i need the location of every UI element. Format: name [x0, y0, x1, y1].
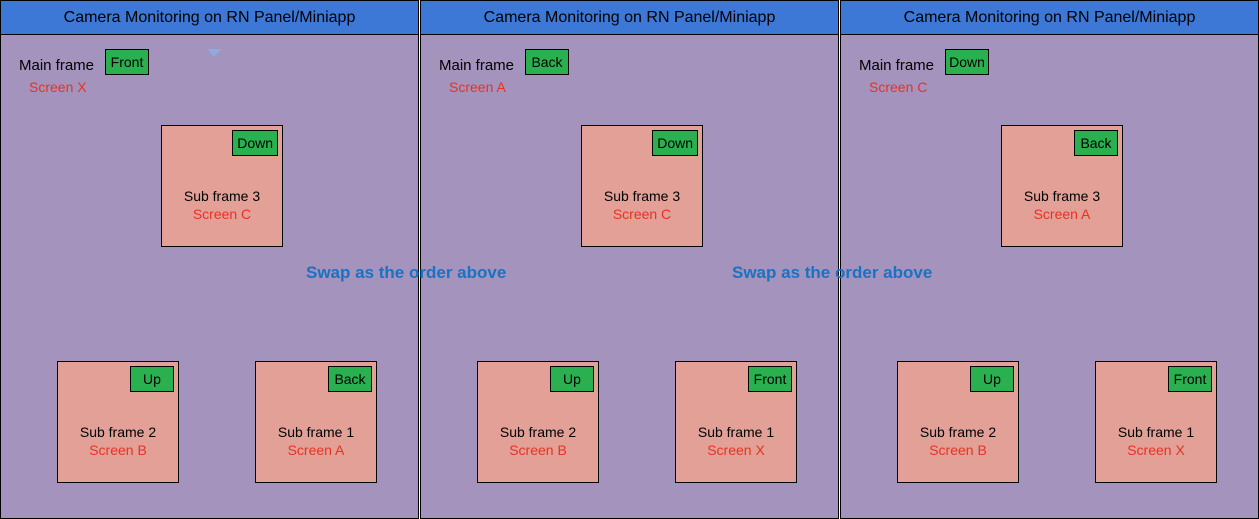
- sub-title: Sub frame 3: [162, 188, 282, 204]
- panel-header: Camera Monitoring on RN Panel/Miniapp: [421, 1, 838, 35]
- panel-header-text: Camera Monitoring on RN Panel/Miniapp: [904, 9, 1196, 27]
- sub-screen: Screen B: [898, 442, 1018, 458]
- mainframe-label: Main frame: [19, 57, 94, 74]
- main-badge: Front: [105, 49, 149, 75]
- main-badge-text: Back: [531, 54, 562, 70]
- sub-title: Sub frame 3: [582, 188, 702, 204]
- sub-screen: Screen X: [676, 442, 796, 458]
- subframe-2: Up Sub frame 2 Screen B: [57, 361, 179, 483]
- sub-title: Sub frame 3: [1002, 188, 1122, 204]
- sub-title: Sub frame 1: [1096, 424, 1216, 440]
- sub-badge-text: Front: [754, 371, 787, 387]
- sub-badge-text: Up: [143, 371, 161, 387]
- panel-1: Camera Monitoring on RN Panel/Miniapp Ma…: [420, 0, 839, 519]
- main-badge: Down: [945, 49, 989, 75]
- subframe-1: Front Sub frame 1 Screen X: [1095, 361, 1217, 483]
- sub-screen: Screen C: [162, 206, 282, 222]
- sub-badge: Up: [970, 366, 1014, 392]
- sub-badge: Front: [1168, 366, 1212, 392]
- sub-badge-text: Down: [237, 135, 273, 151]
- sub-badge: Front: [748, 366, 792, 392]
- mainframe-screen: Screen A: [449, 79, 506, 95]
- sub-screen: Screen C: [582, 206, 702, 222]
- subframe-2: Up Sub frame 2 Screen B: [477, 361, 599, 483]
- sub-badge-text: Down: [657, 135, 693, 151]
- panel-header-text: Camera Monitoring on RN Panel/Miniapp: [484, 9, 776, 27]
- mainframe-label: Main frame: [859, 57, 934, 74]
- diagram-stage: Camera Monitoring on RN Panel/Miniapp Ma…: [0, 0, 1259, 519]
- sub-title: Sub frame 2: [898, 424, 1018, 440]
- subframe-3: Back Sub frame 3 Screen A: [1001, 125, 1123, 247]
- sub-screen: Screen A: [256, 442, 376, 458]
- subframe-2: Up Sub frame 2 Screen B: [897, 361, 1019, 483]
- sub-badge: Up: [550, 366, 594, 392]
- sub-title: Sub frame 1: [676, 424, 796, 440]
- sub-badge: Up: [130, 366, 174, 392]
- panel-2: Camera Monitoring on RN Panel/Miniapp Ma…: [840, 0, 1259, 519]
- subframe-1: Front Sub frame 1 Screen X: [675, 361, 797, 483]
- sub-screen: Screen B: [478, 442, 598, 458]
- sub-badge-text: Up: [983, 371, 1001, 387]
- sub-title: Sub frame 1: [256, 424, 376, 440]
- panel-0: Camera Monitoring on RN Panel/Miniapp Ma…: [0, 0, 419, 519]
- panel-header-text: Camera Monitoring on RN Panel/Miniapp: [64, 9, 356, 27]
- main-badge-text: Front: [111, 54, 144, 70]
- sub-badge-text: Up: [563, 371, 581, 387]
- sub-badge-text: Front: [1174, 371, 1207, 387]
- subframe-3: Down Sub frame 3 Screen C: [161, 125, 283, 247]
- sub-screen: Screen A: [1002, 206, 1122, 222]
- subframe-1: Back Sub frame 1 Screen A: [255, 361, 377, 483]
- sub-screen: Screen B: [58, 442, 178, 458]
- mainframe-screen: Screen X: [29, 79, 87, 95]
- sub-title: Sub frame 2: [478, 424, 598, 440]
- mainframe-label: Main frame: [439, 57, 514, 74]
- sub-badge: Down: [232, 130, 278, 156]
- subframe-3: Down Sub frame 3 Screen C: [581, 125, 703, 247]
- mainframe-screen: Screen C: [869, 79, 927, 95]
- swap-label-1: Swap as the order above: [732, 263, 932, 283]
- main-badge: Back: [525, 49, 569, 75]
- panel-header: Camera Monitoring on RN Panel/Miniapp: [1, 1, 418, 35]
- dropdown-triangle-icon: [207, 49, 221, 57]
- sub-screen: Screen X: [1096, 442, 1216, 458]
- sub-badge: Back: [328, 366, 372, 392]
- swap-label-0: Swap as the order above: [306, 263, 506, 283]
- sub-badge: Back: [1074, 130, 1118, 156]
- main-badge-text: Down: [949, 54, 985, 70]
- sub-badge-text: Back: [334, 371, 365, 387]
- sub-badge: Down: [652, 130, 698, 156]
- sub-title: Sub frame 2: [58, 424, 178, 440]
- sub-badge-text: Back: [1080, 135, 1111, 151]
- panel-header: Camera Monitoring on RN Panel/Miniapp: [841, 1, 1258, 35]
